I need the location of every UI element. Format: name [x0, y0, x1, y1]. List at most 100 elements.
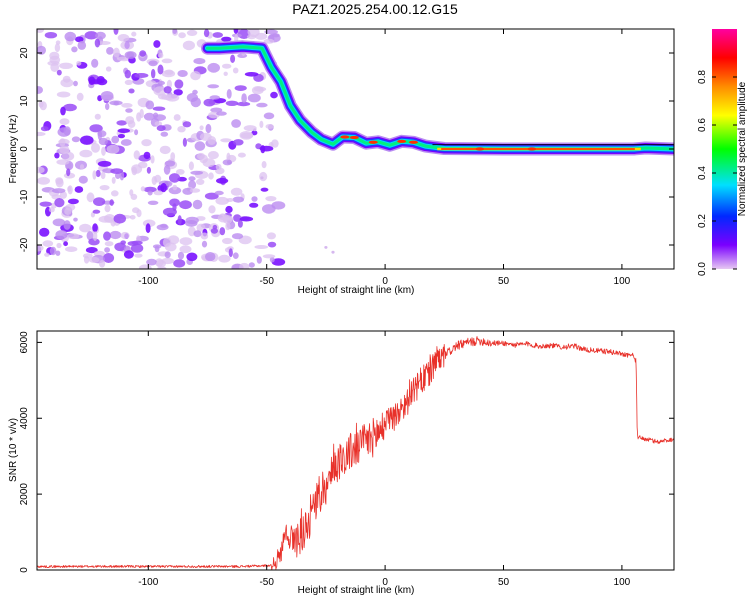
noise-blob — [94, 38, 101, 48]
noise-blob — [192, 199, 203, 210]
noise-blob — [37, 29, 45, 33]
noise-blob — [262, 204, 276, 214]
noise-blob — [100, 91, 114, 101]
noise-blob — [177, 251, 185, 260]
noise-blob — [138, 264, 152, 269]
noise-blob — [219, 227, 226, 236]
noise-blob — [104, 241, 114, 247]
x-tick-label: 50 — [498, 577, 510, 588]
snr-x-ticks: -100 -50 0 50 100 — [138, 331, 631, 588]
noise-blob — [49, 246, 57, 256]
noise-blob — [182, 40, 195, 51]
noise-blob — [99, 185, 110, 191]
noise-blob — [177, 70, 188, 77]
noise-blob — [131, 166, 138, 176]
noise-blob — [143, 112, 155, 121]
noise-blob — [137, 161, 148, 169]
noise-blob — [161, 70, 176, 78]
noise-blob — [265, 196, 277, 202]
noise-blob — [105, 102, 110, 111]
noise-blob — [91, 58, 99, 68]
snr-line-layer — [37, 336, 674, 570]
y-tick-label: -20 — [19, 237, 30, 252]
noise-blob — [154, 121, 163, 127]
noise-blob — [185, 216, 199, 225]
noise-blob — [154, 174, 162, 183]
noise-blob — [220, 138, 232, 143]
noise-blob — [83, 255, 90, 264]
heatmap-x-axis-label: Height of straight line (km) — [298, 285, 415, 296]
noise-blob — [179, 237, 193, 246]
noise-blob — [225, 222, 231, 231]
noise-blob — [59, 138, 66, 147]
noise-blob — [169, 173, 181, 183]
y-tick-label: 10 — [19, 95, 30, 107]
noise-blob — [119, 170, 125, 181]
noise-blob — [177, 126, 186, 133]
noise-blob — [88, 76, 96, 85]
noise-blob — [160, 183, 167, 193]
noise-blob — [190, 170, 204, 175]
noise-blob — [54, 43, 61, 53]
noise-blob — [37, 131, 46, 137]
heatmap-ridge-layer — [201, 40, 674, 156]
noise-blob — [127, 241, 139, 246]
y-tick-label: 4000 — [19, 407, 30, 430]
noise-blob — [159, 145, 171, 155]
noise-blob — [73, 80, 78, 87]
noise-blob — [55, 40, 61, 45]
heatmap-y-axis-label: Frequency (Hz) — [8, 115, 19, 184]
noise-blob — [249, 202, 259, 208]
snr-panel: -100 -50 0 50 100 0 2000 4000 6000 Height of st… — [8, 330, 675, 596]
noise-blob — [52, 188, 66, 194]
noise-blob — [145, 223, 151, 234]
noise-blob — [74, 186, 84, 193]
noise-blob — [259, 120, 264, 128]
noise-blob — [113, 47, 120, 58]
noise-blob — [207, 151, 219, 160]
noise-blob — [111, 176, 116, 184]
noise-blob — [156, 125, 166, 132]
noise-blob — [270, 91, 278, 99]
noise-blob — [59, 62, 73, 69]
ridge-hotspot — [349, 135, 359, 140]
noise-blob — [67, 198, 79, 205]
noise-blob — [169, 198, 180, 207]
noise-blob — [266, 232, 276, 240]
noise-blob — [71, 136, 81, 143]
noise-blob — [259, 171, 268, 182]
noise-blob — [239, 262, 250, 269]
noise-blob — [261, 161, 267, 169]
noise-blob — [37, 86, 43, 94]
noise-blob — [219, 216, 234, 221]
noise-blob — [130, 243, 144, 253]
noise-blob — [236, 101, 251, 107]
noise-blob — [205, 123, 212, 134]
noise-blob — [67, 185, 73, 195]
noise-blob — [253, 128, 257, 132]
ridge-hotspot — [397, 139, 407, 143]
noise-blob — [263, 112, 275, 120]
noise-blob — [231, 233, 244, 240]
noise-blob — [164, 251, 171, 259]
noise-blob — [265, 124, 274, 129]
noise-blob — [100, 171, 106, 180]
noise-blob — [101, 146, 106, 156]
noise-blob — [157, 64, 164, 75]
noise-blob — [113, 213, 127, 224]
x-tick-label: -100 — [138, 276, 158, 287]
noise-blob — [158, 52, 164, 59]
x-tick-label: 0 — [382, 276, 388, 287]
snr-series-line — [37, 336, 674, 570]
noise-blob — [128, 88, 135, 94]
ridge-hotspot — [368, 140, 378, 144]
noise-blob — [42, 240, 54, 247]
noise-blob — [237, 152, 246, 158]
noise-blob — [129, 215, 136, 220]
noise-blob — [63, 241, 68, 247]
noise-blob — [216, 177, 229, 184]
noise-blob — [48, 207, 55, 213]
